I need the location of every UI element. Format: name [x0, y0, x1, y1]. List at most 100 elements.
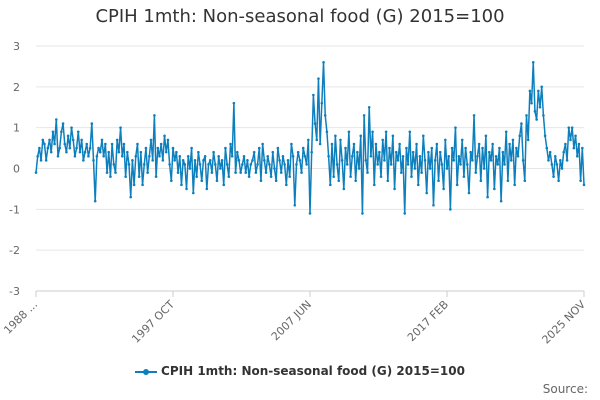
data-point[interactable] — [205, 187, 209, 191]
data-point[interactable] — [60, 130, 63, 134]
data-point[interactable] — [340, 159, 344, 162]
source-credit[interactable]: Source: — [542, 382, 588, 396]
data-point[interactable] — [41, 138, 45, 142]
data-point[interactable] — [44, 159, 48, 162]
data-point[interactable] — [38, 146, 41, 150]
data-point[interactable] — [430, 146, 434, 150]
data-point[interactable] — [200, 179, 204, 183]
data-point[interactable] — [330, 142, 334, 146]
data-point[interactable] — [85, 142, 89, 146]
data-point[interactable] — [263, 159, 266, 162]
data-point[interactable] — [70, 126, 73, 129]
data-point[interactable] — [68, 146, 72, 150]
data-point[interactable] — [149, 138, 153, 142]
data-point[interactable] — [212, 150, 215, 154]
data-point[interactable] — [317, 77, 320, 80]
data-point[interactable] — [545, 146, 549, 150]
data-point[interactable] — [408, 130, 412, 134]
data-point[interactable] — [66, 134, 70, 138]
data-point[interactable] — [217, 154, 220, 158]
data-point[interactable] — [540, 85, 544, 89]
data-point[interactable] — [543, 134, 547, 138]
data-point[interactable] — [310, 150, 313, 154]
data-point[interactable] — [112, 163, 116, 166]
data-point[interactable] — [386, 179, 390, 183]
data-point[interactable] — [210, 171, 214, 174]
data-point[interactable] — [286, 159, 290, 162]
data-point[interactable] — [53, 142, 56, 146]
data-point[interactable] — [46, 146, 50, 150]
data-point[interactable] — [581, 146, 584, 150]
data-point[interactable] — [526, 138, 530, 142]
data-point[interactable] — [356, 150, 359, 154]
data-point[interactable] — [230, 154, 234, 158]
data-point[interactable] — [43, 142, 46, 146]
data-point[interactable] — [298, 159, 302, 162]
data-point[interactable] — [109, 175, 112, 178]
data-point[interactable] — [432, 203, 435, 207]
data-point[interactable] — [173, 159, 176, 162]
data-point[interactable] — [401, 154, 405, 158]
data-point[interactable] — [208, 159, 212, 162]
data-point[interactable] — [501, 150, 505, 154]
data-point[interactable] — [491, 142, 494, 146]
data-point[interactable] — [301, 146, 305, 150]
data-point[interactable] — [213, 163, 217, 166]
data-point[interactable] — [312, 93, 315, 97]
data-point[interactable] — [83, 150, 87, 154]
data-point[interactable] — [296, 150, 300, 154]
data-point[interactable] — [349, 175, 352, 178]
data-point[interactable] — [193, 159, 197, 162]
data-point[interactable] — [136, 142, 139, 146]
legend[interactable]: CPIH 1mth: Non-seasonal food (G) 2015=10… — [0, 364, 600, 378]
data-point[interactable] — [508, 142, 511, 146]
data-point[interactable] — [425, 191, 429, 195]
data-point[interactable] — [565, 159, 569, 162]
data-point[interactable] — [372, 183, 376, 187]
data-point[interactable] — [564, 142, 567, 146]
data-point[interactable] — [384, 130, 388, 134]
data-point[interactable] — [259, 179, 263, 183]
data-point[interactable] — [400, 171, 403, 174]
data-point[interactable] — [489, 159, 493, 162]
data-point[interactable] — [237, 159, 241, 162]
data-point[interactable] — [516, 154, 520, 158]
data-point[interactable] — [396, 159, 400, 162]
data-point[interactable] — [347, 130, 351, 134]
data-point[interactable] — [178, 154, 182, 158]
data-point[interactable] — [156, 146, 160, 150]
data-point[interactable] — [531, 61, 535, 64]
data-point[interactable] — [423, 159, 427, 162]
data-point[interactable] — [251, 159, 254, 162]
data-point[interactable] — [98, 150, 102, 154]
data-point[interactable] — [394, 150, 398, 154]
data-point[interactable] — [308, 212, 312, 215]
data-point[interactable] — [134, 154, 138, 158]
data-point[interactable] — [65, 150, 68, 154]
data-point[interactable] — [572, 146, 576, 150]
data-point[interactable] — [486, 195, 489, 199]
data-point[interactable] — [307, 138, 310, 142]
data-point[interactable] — [215, 179, 219, 183]
data-point[interactable] — [159, 142, 163, 146]
data-point[interactable] — [379, 175, 383, 178]
data-point[interactable] — [376, 163, 379, 166]
data-point[interactable] — [474, 171, 478, 174]
data-point[interactable] — [499, 199, 503, 203]
data-point[interactable] — [520, 122, 523, 125]
data-point[interactable] — [530, 101, 533, 105]
data-point[interactable] — [122, 142, 126, 146]
data-point[interactable] — [300, 171, 303, 174]
data-point[interactable] — [504, 130, 508, 134]
data-point[interactable] — [151, 159, 154, 162]
data-point[interactable] — [361, 212, 364, 215]
data-point[interactable] — [518, 134, 522, 138]
data-point[interactable] — [186, 154, 190, 158]
data-point[interactable] — [132, 183, 136, 187]
data-point[interactable] — [569, 138, 572, 142]
data-point[interactable] — [560, 167, 564, 170]
data-point[interactable] — [550, 163, 554, 166]
data-point[interactable] — [506, 179, 510, 183]
data-point[interactable] — [320, 101, 324, 105]
data-point[interactable] — [445, 167, 449, 170]
